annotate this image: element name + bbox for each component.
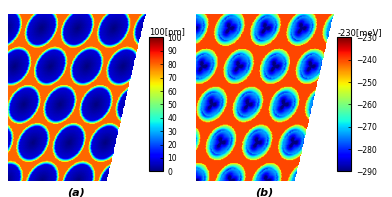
Text: (b): (b)	[256, 187, 274, 197]
Text: -230[meV]: -230[meV]	[337, 28, 382, 37]
Text: 100[pm]: 100[pm]	[149, 28, 185, 37]
Text: (a): (a)	[67, 187, 85, 197]
